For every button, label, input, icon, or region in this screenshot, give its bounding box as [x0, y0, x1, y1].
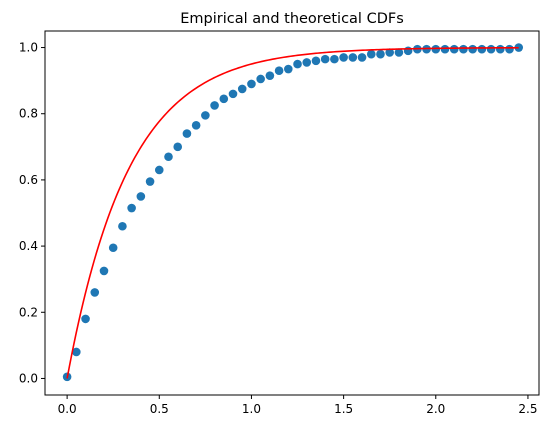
- plot-area: [62, 43, 524, 382]
- ecdf-point: [440, 44, 450, 54]
- ecdf-point: [495, 44, 505, 54]
- x-tick-label: 2.5: [518, 402, 537, 416]
- x-tick-label: 1.0: [242, 402, 261, 416]
- ecdf-point: [311, 56, 321, 66]
- ecdf-point: [118, 221, 127, 231]
- y-tick-label: 0.8: [19, 107, 38, 121]
- ecdf-point: [449, 44, 459, 54]
- ecdf-point: [357, 53, 367, 62]
- ecdf-point: [145, 177, 155, 186]
- y-tick-label: 0.6: [19, 173, 38, 187]
- ecdf-point: [108, 243, 118, 253]
- ecdf-point: [477, 44, 487, 54]
- axes-frame: [44, 30, 540, 396]
- x-tick-label: 0.5: [150, 402, 169, 416]
- ecdf-point: [385, 48, 394, 57]
- x-tick-label: 0.0: [58, 402, 77, 416]
- ecdf-point: [284, 64, 293, 74]
- ecdf-point: [394, 48, 404, 57]
- x-axis: 0.0 0.5 1.0 1.5 2.0 2.5: [58, 395, 537, 416]
- y-axis: 0.0 0.2 0.4 0.6 0.8 1.0: [19, 41, 45, 385]
- ecdf-point: [265, 71, 275, 80]
- ecdf-point: [339, 53, 348, 62]
- y-tick-label: 0.4: [19, 239, 38, 253]
- y-tick-label: 0.2: [19, 305, 38, 319]
- ecdf-point: [320, 54, 330, 64]
- ecdf-point: [173, 142, 183, 152]
- ecdf-point: [247, 79, 256, 89]
- ecdf-point: [154, 165, 164, 175]
- ecdf-point: [403, 46, 413, 56]
- theoretical-cdf-line: [66, 46, 519, 379]
- chart-title: Empirical and theoretical CDFs: [180, 11, 404, 27]
- ecdf-point: [201, 111, 210, 120]
- ecdf-point: [505, 44, 514, 54]
- ecdf-point: [366, 49, 376, 59]
- ecdf-point: [256, 74, 265, 84]
- ecdf-point: [514, 43, 524, 52]
- ecdf-point: [431, 44, 441, 54]
- ecdf-point: [219, 94, 229, 104]
- ecdf-point: [228, 89, 238, 99]
- ecdf-point: [127, 203, 136, 213]
- ecdf-point: [90, 288, 100, 297]
- y-tick-label: 1.0: [19, 41, 38, 55]
- ecdf-point: [210, 101, 219, 110]
- ecdf-point: [468, 44, 477, 54]
- ecdf-point: [486, 44, 496, 54]
- x-tick-label: 1.5: [334, 402, 353, 416]
- ecdf-point: [99, 266, 109, 276]
- ecdf-point: [237, 84, 247, 94]
- ecdf-point: [330, 54, 339, 64]
- ecdf-point: [459, 44, 468, 54]
- ecdf-point: [274, 66, 284, 76]
- ecdf-point: [293, 59, 302, 69]
- ecdf-point: [81, 314, 90, 324]
- y-tick-label: 0.0: [19, 371, 38, 385]
- ecdf-point: [136, 192, 146, 201]
- ecdf-point: [164, 152, 173, 162]
- ecdf-point: [302, 58, 312, 67]
- ecdf-point: [348, 53, 358, 62]
- ecdf-point: [72, 347, 81, 357]
- ecdf-point: [191, 121, 201, 130]
- ecdf-point: [182, 129, 192, 138]
- x-tick-label: 2.0: [426, 402, 445, 416]
- ecdf-point: [376, 49, 385, 59]
